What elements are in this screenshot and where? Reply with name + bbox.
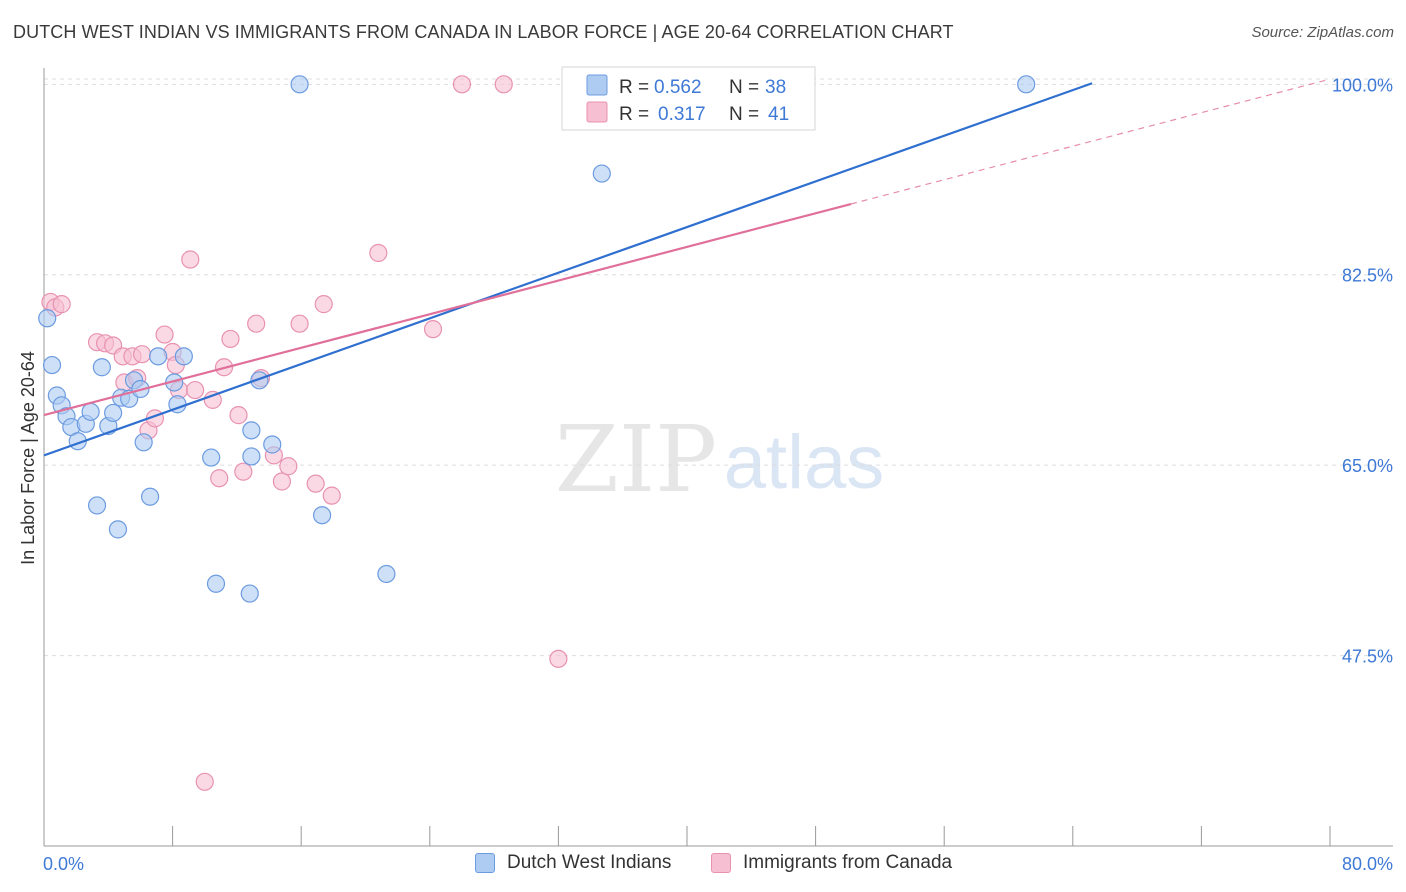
legend-n-value-1: 38 — [765, 77, 786, 98]
point-immigrants-from-canada — [234, 462, 253, 481]
legend-r-value-1: 0.562 — [654, 77, 702, 98]
legend-swatch-dutch-west-indians — [475, 853, 495, 873]
point-immigrants-from-canada — [314, 295, 333, 314]
watermark-atlas: atlas — [724, 420, 885, 505]
y-tick-label: 100.0% — [1332, 75, 1393, 95]
point-immigrants-from-canada — [423, 320, 443, 339]
point-immigrants-from-canada — [306, 474, 325, 493]
point-dutch-west-indians — [263, 435, 282, 454]
point-dutch-west-indians — [149, 347, 168, 366]
chart-title: DUTCH WEST INDIAN VS IMMIGRANTS FROM CAN… — [13, 22, 954, 42]
watermark-zip: ZIP — [555, 406, 717, 513]
legend-swatch-immigrants-from-canada — [711, 853, 731, 873]
data-points — [38, 75, 1036, 791]
legend-item-immigrants-from-canada: Immigrants from Canada — [711, 852, 952, 874]
legend-n-label-2: N = — [729, 104, 759, 125]
point-immigrants-from-canada — [132, 345, 152, 364]
point-dutch-west-indians — [81, 402, 100, 421]
legend-r-label-2: R = — [619, 104, 649, 125]
point-immigrants-from-canada — [210, 469, 229, 488]
point-dutch-west-indians — [104, 403, 123, 423]
point-immigrants-from-canada — [549, 649, 568, 668]
y-tick-label: 47.5% — [1342, 647, 1393, 667]
point-dutch-west-indians — [134, 433, 153, 452]
point-immigrants-from-canada — [181, 250, 200, 269]
legend-label-immigrants-from-canada: Immigrants from Canada — [743, 852, 953, 873]
point-immigrants-from-canada — [195, 772, 214, 791]
point-dutch-west-indians — [92, 358, 111, 377]
legend-swatch-blue — [586, 74, 608, 96]
y-axis-label: In Labor Force | Age 20-64 — [18, 351, 38, 565]
point-dutch-west-indians — [42, 355, 62, 375]
point-dutch-west-indians — [1017, 75, 1036, 94]
point-immigrants-from-canada — [369, 243, 388, 263]
y-tick-labels: 47.5% 65.0% 82.5% 100.0% — [1332, 75, 1393, 666]
legend-item-dutch-west-indians: Dutch West Indians — [475, 852, 671, 874]
trend-line-immigrants-from-canada — [43, 202, 852, 417]
point-dutch-west-indians — [87, 496, 107, 515]
point-immigrants-from-canada — [203, 390, 222, 409]
point-dutch-west-indians — [242, 421, 261, 440]
point-dutch-west-indians — [202, 448, 221, 467]
point-dutch-west-indians — [140, 487, 160, 506]
legend-swatch-pink — [586, 101, 608, 123]
x-tick-label-end: 80.0% — [1342, 854, 1393, 874]
legend-r-label-1: R = — [619, 77, 649, 98]
point-immigrants-from-canada — [247, 314, 266, 333]
x-tick-label-start: 0.0% — [43, 854, 84, 874]
point-dutch-west-indians — [38, 309, 57, 328]
legend-bottom: Dutch West Indians Immigrants from Canad… — [0, 852, 1406, 878]
point-dutch-west-indians — [242, 447, 261, 466]
point-immigrants-from-canada — [322, 486, 341, 505]
point-dutch-west-indians — [240, 584, 259, 603]
point-immigrants-from-canada — [186, 380, 205, 400]
point-immigrants-from-canada — [494, 75, 513, 94]
trend-line-dutch-west-indians — [43, 82, 1093, 457]
point-dutch-west-indians — [250, 371, 269, 390]
point-immigrants-from-canada — [221, 329, 240, 349]
legend-label-dutch-west-indians: Dutch West Indians — [507, 852, 672, 873]
point-dutch-west-indians — [290, 75, 309, 94]
point-dutch-west-indians — [377, 564, 396, 584]
point-immigrants-from-canada — [279, 457, 298, 476]
x-tick-labels: 0.0% 80.0% — [43, 854, 1393, 874]
trend-lines — [43, 79, 1327, 457]
point-immigrants-from-canada — [272, 472, 292, 491]
point-immigrants-from-canada — [452, 75, 472, 94]
legend-n-label-1: N = — [729, 77, 759, 98]
point-immigrants-from-canada — [290, 314, 309, 333]
gridlines — [44, 78, 1393, 657]
y-tick-label: 82.5% — [1342, 266, 1393, 286]
point-dutch-west-indians — [174, 347, 193, 366]
trend-line-immigrants-from-canada-extension — [850, 79, 1327, 205]
point-immigrants-from-canada — [52, 295, 71, 314]
point-dutch-west-indians — [206, 574, 226, 593]
point-dutch-west-indians — [592, 164, 611, 183]
legend-r-value-2: 0.317 — [658, 104, 706, 125]
legend-n-value-2: 41 — [768, 104, 789, 125]
point-immigrants-from-canada — [229, 406, 248, 425]
point-immigrants-from-canada — [155, 325, 174, 344]
point-dutch-west-indians — [312, 506, 332, 525]
point-dutch-west-indians — [108, 520, 128, 539]
axes — [43, 68, 1393, 847]
y-tick-label: 65.0% — [1342, 456, 1393, 476]
source-label: Source: ZipAtlas.com — [1251, 24, 1394, 41]
legend-top: R = 0.562 N = 38 R = 0.317 N = 41 — [561, 66, 816, 131]
